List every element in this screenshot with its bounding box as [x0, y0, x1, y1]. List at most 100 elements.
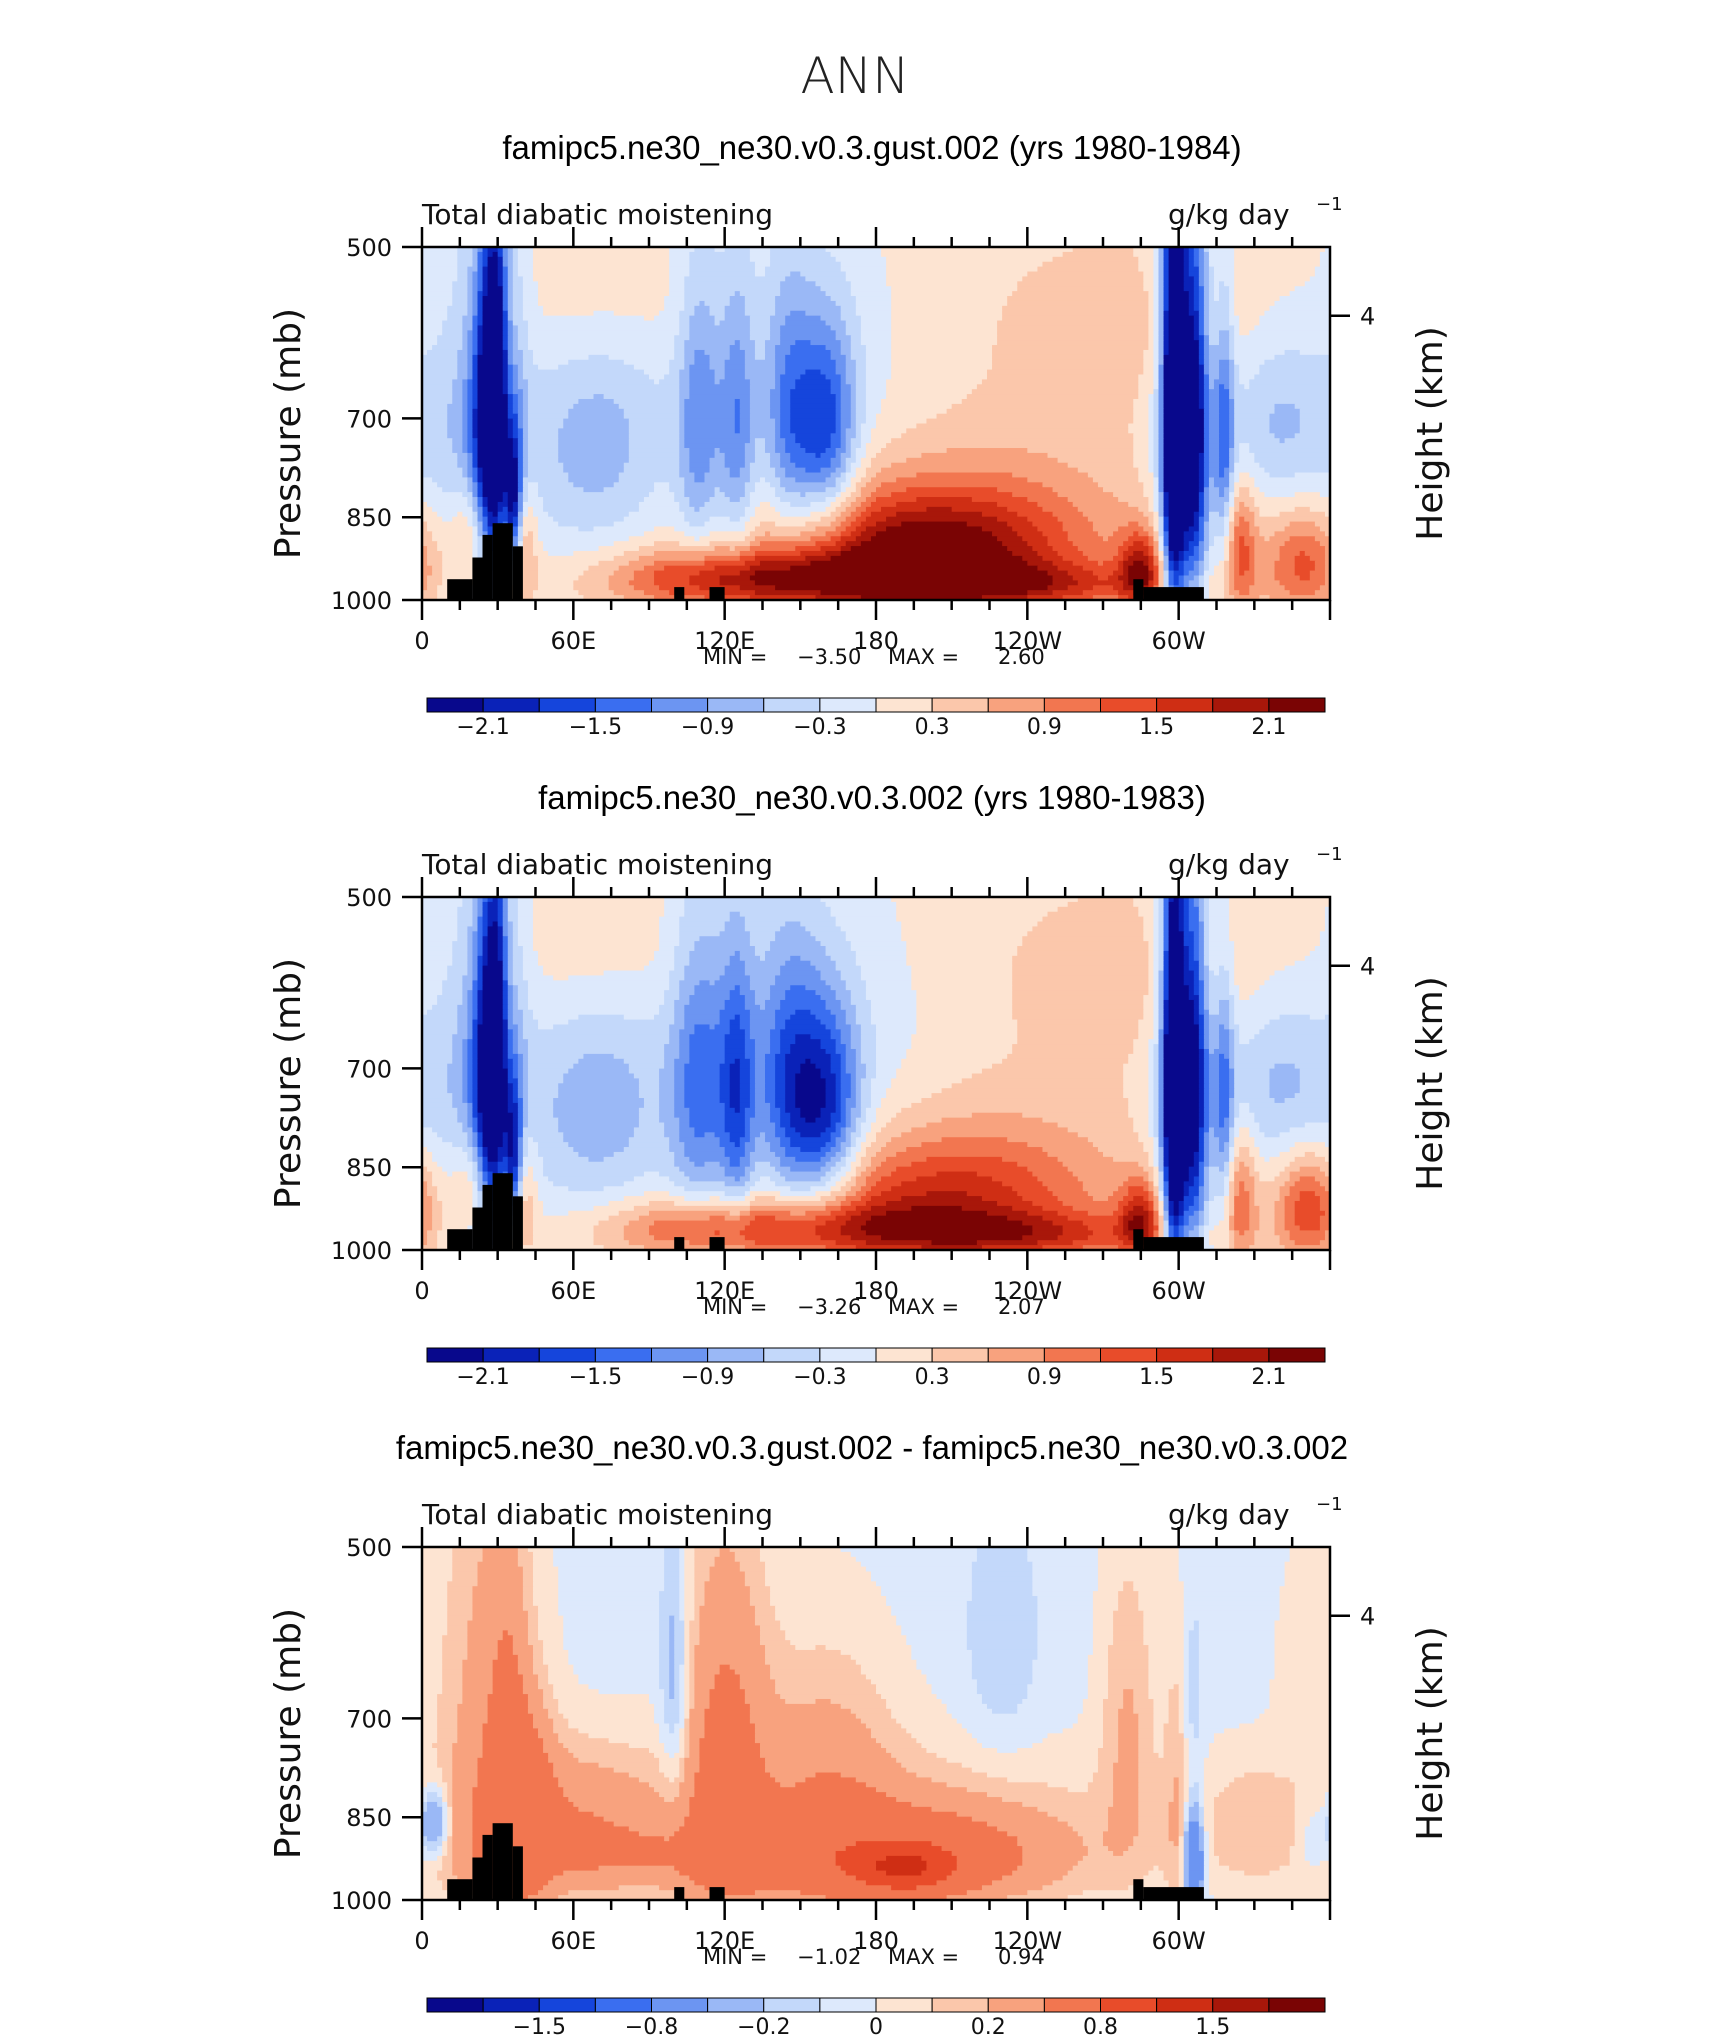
- heatmap-cell: [694, 310, 711, 317]
- heatmap-cell: [1203, 394, 1210, 400]
- heatmap-cell: [835, 1073, 842, 1079]
- heatmap-cell: [860, 457, 872, 464]
- heatmap-cell: [477, 1029, 504, 1035]
- heatmap-cell: [1198, 384, 1205, 390]
- heatmap-cell: [684, 1068, 721, 1075]
- heatmap-cell: [785, 1024, 827, 1030]
- heatmap-cell: [548, 550, 574, 557]
- heatmap-cell: [1133, 251, 1155, 258]
- heatmap-cell: [865, 345, 892, 351]
- heatmap-cell: [467, 516, 474, 523]
- heatmap-cell: [517, 1039, 529, 1045]
- heatmap-cell: [1198, 1093, 1205, 1099]
- heatmap-cell: [881, 251, 1064, 258]
- heatmap-cell: [1123, 580, 1129, 586]
- heatmap-cell: [1208, 492, 1220, 498]
- heatmap-cell: [855, 296, 892, 302]
- heatmap-cell: [452, 379, 463, 385]
- heatmap-cell: [1239, 472, 1250, 479]
- heatmap-cell: [1229, 310, 1235, 317]
- heatmap-cell: [876, 1034, 912, 1040]
- heatmap-cell: [825, 980, 847, 986]
- heatmap-cell: [1198, 276, 1205, 282]
- heatmap-cell: [749, 1073, 756, 1079]
- heatmap-cell: [805, 521, 832, 528]
- heatmap-cell: [1198, 941, 1205, 947]
- heatmap-cell: [532, 536, 539, 542]
- heatmap-cell: [1203, 531, 1210, 537]
- heatmap-cell: [1254, 546, 1281, 552]
- heatmap-cell: [1203, 349, 1210, 356]
- heatmap-cell: [522, 281, 539, 287]
- heatmap-cell: [709, 364, 726, 371]
- heatmap-cell: [739, 1078, 751, 1084]
- heatmap-cell: [669, 286, 685, 292]
- heatmap-cell: [684, 487, 716, 493]
- heatmap-cell: [1208, 526, 1225, 532]
- heatmap-cell: [1148, 941, 1155, 947]
- heatmap-cell: [522, 975, 554, 981]
- heatmap-cell: [1163, 1063, 1200, 1070]
- heatmap-cell: [1254, 521, 1291, 528]
- heatmap-cell: [477, 369, 504, 376]
- heatmap-cell: [865, 374, 892, 380]
- heatmap-cell: [638, 506, 680, 513]
- heatmap-cell: [1203, 901, 1210, 908]
- heatmap-cell: [1012, 1014, 1144, 1021]
- heatmap-cell: [694, 1127, 726, 1133]
- heatmap-cell: [452, 1102, 468, 1109]
- heatmap-cell: [1208, 413, 1220, 420]
- heatmap-cell: [1148, 296, 1155, 302]
- heatmap-cell: [1203, 492, 1210, 498]
- heatmap-cell: [659, 921, 680, 928]
- heatmap-cell: [1203, 457, 1210, 464]
- heatmap-cell: [1259, 506, 1296, 513]
- heatmap-cell: [860, 1058, 877, 1065]
- heatmap-cell: [467, 276, 474, 282]
- heatmap-cell: [850, 1107, 862, 1114]
- heatmap-cell: [633, 1132, 665, 1138]
- heatmap-cell: [754, 580, 1054, 586]
- heatmap-cell: [502, 901, 509, 908]
- heatmap-cell: [674, 1098, 685, 1104]
- heatmap-cell: [507, 1088, 514, 1094]
- heatmap-cell: [482, 266, 489, 273]
- heatmap-cell: [472, 335, 479, 341]
- heatmap-cell: [467, 1053, 474, 1060]
- heatmap-cell: [679, 438, 685, 444]
- heatmap-cell: [1153, 457, 1160, 464]
- heatmap-cell: [780, 452, 791, 459]
- heatmap-cell: [442, 1137, 468, 1143]
- heatmap-cell: [830, 911, 897, 918]
- heatmap-cell: [1168, 497, 1200, 503]
- heatmap-cell: [462, 413, 468, 420]
- heatmap-cell: [1239, 990, 1255, 996]
- heatmap-cell: [1234, 438, 1281, 444]
- heatmap-cell: [1249, 1039, 1331, 1045]
- heatmap-cell: [1234, 256, 1321, 263]
- heatmap-cell: [1324, 550, 1331, 557]
- heatmap-cell: [507, 990, 514, 996]
- heatmap-cell: [467, 438, 474, 444]
- heatmap-cell: [1234, 521, 1240, 528]
- heatmap-cell: [1158, 560, 1165, 567]
- heatmap-cell: [1208, 965, 1220, 972]
- heatmap-cell: [462, 1093, 468, 1099]
- heatmap-cell: [795, 1098, 827, 1104]
- heatmap-cell: [1234, 325, 1240, 331]
- heatmap-cell: [1133, 457, 1149, 464]
- heatmap-cell: [1143, 511, 1155, 518]
- land-mask: [472, 557, 483, 600]
- heatmap-cell: [714, 315, 726, 322]
- heatmap-cell: [1254, 536, 1266, 542]
- heatmap-cell: [467, 413, 474, 420]
- heatmap-cell: [1113, 570, 1124, 577]
- heatmap-cell: [1183, 897, 1190, 903]
- heatmap-cell: [1234, 516, 1240, 523]
- heatmap-cell: [659, 946, 675, 952]
- heatmap-cell: [780, 325, 832, 331]
- heatmap-cell: [507, 354, 514, 361]
- heatmap-cell: [1198, 901, 1205, 908]
- heatmap-cell: [482, 305, 504, 312]
- heatmap-cell: [507, 364, 514, 371]
